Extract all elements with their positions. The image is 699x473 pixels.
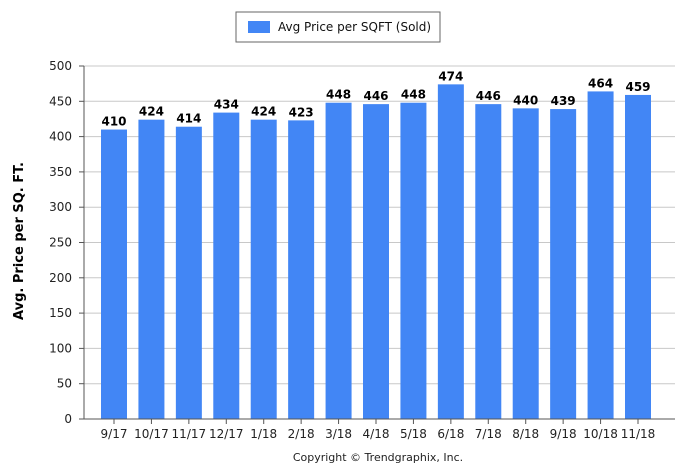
data-label: 446 — [476, 89, 501, 103]
y-tick-label: 100 — [49, 341, 72, 355]
legend-label: Avg Price per SQFT (Sold) — [278, 20, 431, 34]
bar-5-18 — [400, 102, 427, 419]
data-label: 439 — [551, 94, 576, 108]
data-label: 424 — [139, 105, 164, 119]
y-tick-label: 150 — [49, 306, 72, 320]
copyright-text: Copyright © Trendgraphix, Inc. — [293, 451, 463, 464]
bar-9-18 — [550, 109, 577, 419]
x-tick-label: 11/17 — [172, 427, 207, 441]
y-axis-ticks: 0 50 100 150 200 250 300 350 400 450 500 — [49, 59, 85, 426]
x-tick-label: 9/17 — [101, 427, 128, 441]
bar-4-18 — [363, 104, 389, 420]
bar-8-18 — [512, 108, 539, 420]
y-tick-label: 400 — [49, 130, 72, 144]
bar-10-17 — [138, 119, 165, 419]
y-tick-label: 300 — [49, 200, 72, 214]
x-tick-label: 9/18 — [550, 427, 577, 441]
bar-12-17 — [213, 112, 240, 419]
data-label: 424 — [251, 105, 276, 119]
x-tick-label: 4/18 — [363, 427, 390, 441]
x-tick-label: 6/18 — [437, 427, 464, 441]
x-tick-label: 11/18 — [621, 427, 656, 441]
data-label: 434 — [214, 98, 239, 112]
data-label: 410 — [101, 115, 126, 129]
x-tick-label: 7/18 — [475, 427, 502, 441]
x-tick-label: 10/18 — [583, 427, 618, 441]
y-tick-label: 500 — [49, 59, 72, 73]
bar-11-18 — [625, 94, 651, 420]
x-tick-label: 8/18 — [512, 427, 539, 441]
data-label: 446 — [363, 89, 388, 103]
bar-11-17 — [175, 126, 202, 419]
data-label: 423 — [289, 105, 314, 119]
y-tick-label: 450 — [49, 94, 72, 108]
bar-6-18 — [437, 84, 464, 419]
y-axis-title: Avg. Price per SQ. FT. — [12, 162, 27, 320]
y-tick-label: 250 — [49, 236, 72, 250]
y-tick-label: 50 — [57, 377, 72, 391]
legend-swatch — [248, 21, 270, 33]
bar-7-18 — [475, 104, 502, 420]
data-labels: 410 424 414 434 424 423 448 446 448 474 446 440 439 4… — [101, 69, 650, 128]
y-tick-label: 200 — [49, 271, 72, 285]
data-label: 440 — [513, 93, 538, 107]
data-label: 448 — [401, 88, 426, 102]
y-tick-label: 350 — [49, 165, 72, 179]
data-label: 474 — [438, 69, 463, 83]
bar-3-18 — [325, 102, 352, 419]
legend: Avg Price per SQFT (Sold) — [235, 11, 441, 43]
x-tick-label: 12/17 — [209, 427, 244, 441]
bar-9-17 — [101, 129, 127, 420]
bar-2-18 — [288, 120, 315, 419]
bar-1-18 — [250, 119, 277, 419]
data-label: 464 — [588, 76, 613, 90]
x-tick-label: 5/18 — [400, 427, 427, 441]
x-tick-label: 2/18 — [288, 427, 315, 441]
y-tick-label: 0 — [64, 412, 72, 426]
data-label: 414 — [176, 112, 201, 126]
x-tick-label: 3/18 — [325, 427, 352, 441]
x-tick-label: 1/18 — [250, 427, 277, 441]
bars — [101, 84, 651, 420]
x-axis-ticks: 9/17 10/17 11/17 12/17 1/18 2/18 3/18 4/18 5/18 6… — [84, 418, 675, 441]
x-tick-label: 10/17 — [134, 427, 169, 441]
bar-10-18 — [587, 91, 614, 419]
data-label: 459 — [625, 80, 650, 94]
data-label: 448 — [326, 88, 351, 102]
